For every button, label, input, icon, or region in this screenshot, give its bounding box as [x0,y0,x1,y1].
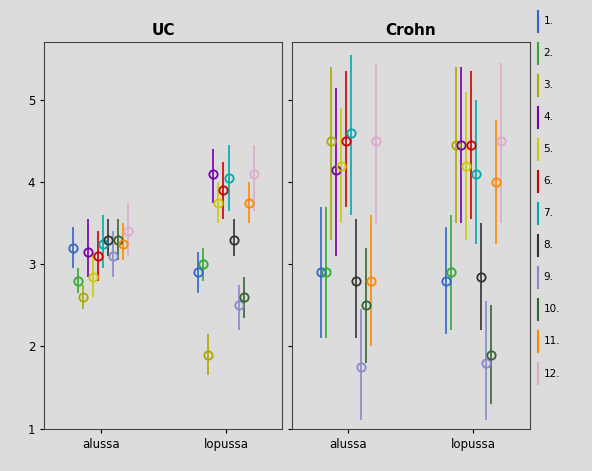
Text: 3.: 3. [543,80,554,90]
Text: 1.: 1. [543,16,554,26]
Title: Crohn: Crohn [385,24,436,39]
Text: 8.: 8. [543,240,554,251]
Text: 12.: 12. [543,368,560,379]
Text: 5.: 5. [543,144,554,154]
Title: UC: UC [152,24,175,39]
Text: 9.: 9. [543,272,554,283]
Text: 10.: 10. [543,304,560,315]
Text: 4.: 4. [543,112,554,122]
Text: 6.: 6. [543,176,554,187]
Text: 2.: 2. [543,48,554,58]
Text: 7.: 7. [543,208,554,219]
Text: 11.: 11. [543,336,560,347]
